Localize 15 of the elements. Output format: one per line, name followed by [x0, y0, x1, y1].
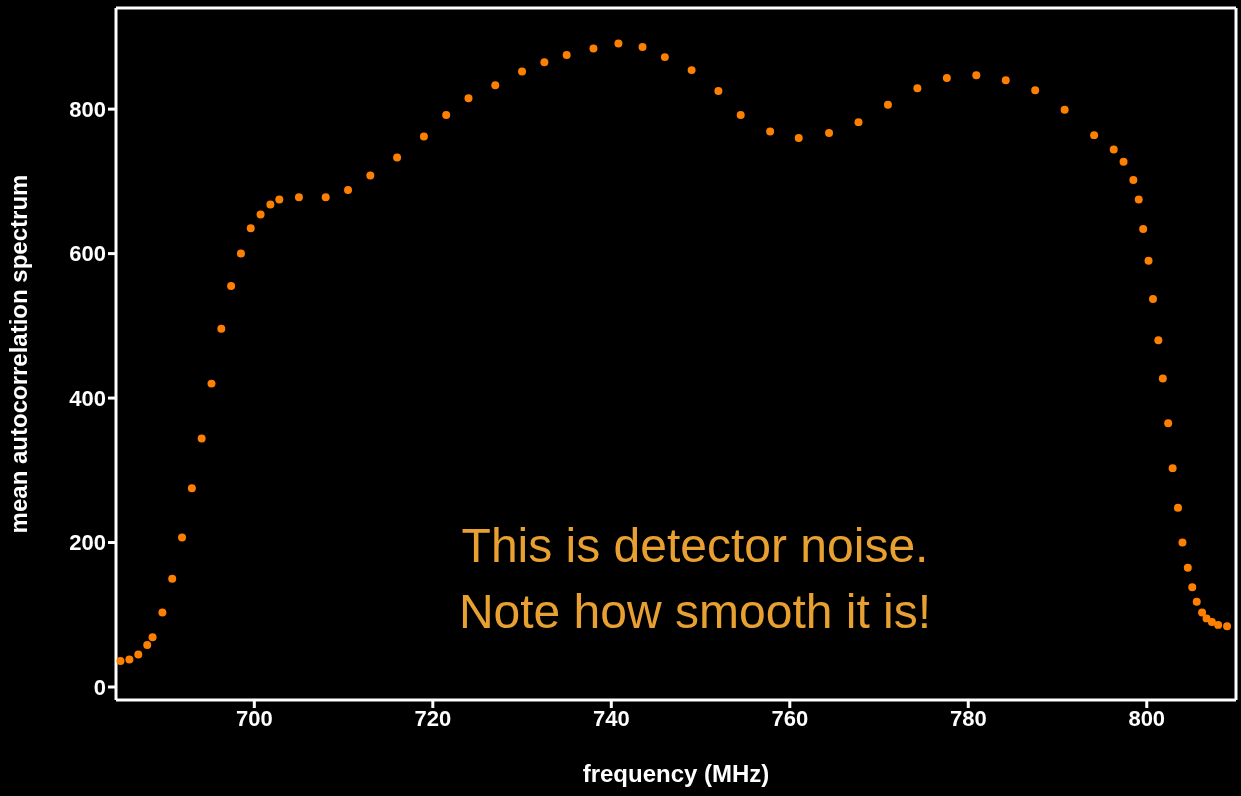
x-tick-label: 760 [771, 705, 809, 731]
x-tick-label: 780 [949, 705, 987, 731]
y-tick-label: 600 [69, 241, 106, 267]
y-tick-label: 400 [69, 385, 106, 411]
y-tick-label: 800 [69, 96, 106, 122]
y-axis-title: mean autocorrelation spectrum [4, 174, 32, 534]
x-tick-label: 740 [592, 705, 630, 731]
x-tick-label: 700 [235, 705, 273, 731]
y-tick-label: 0 [93, 674, 106, 700]
y-tick-label: 200 [69, 530, 106, 556]
x-tick-label: 720 [414, 705, 452, 731]
annotation: This is detector noise. [461, 519, 929, 572]
x-axis-title: frequency (MHz) [582, 760, 770, 787]
x-tick-label: 800 [1128, 705, 1166, 731]
annotation: Note how smooth it is! [458, 585, 932, 638]
